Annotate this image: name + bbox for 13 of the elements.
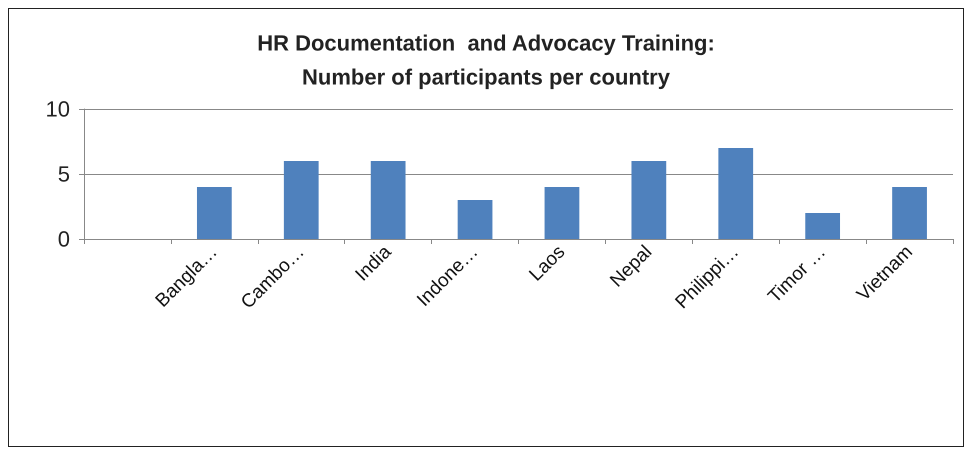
chart-title: HR Documentation and Advocacy Training: Number of participants per country: [257, 30, 715, 90]
bar: [631, 161, 666, 239]
y-tick-label: 0: [58, 226, 70, 252]
y-tick-label: 5: [58, 162, 70, 186]
bar: [805, 213, 840, 239]
bar: [370, 161, 406, 239]
bar: [892, 187, 927, 239]
bar: [544, 187, 580, 239]
bar: [718, 148, 754, 239]
bar: [196, 187, 232, 239]
bar: [284, 161, 319, 239]
y-tick-label: 10: [46, 96, 70, 122]
bar: [458, 200, 492, 239]
